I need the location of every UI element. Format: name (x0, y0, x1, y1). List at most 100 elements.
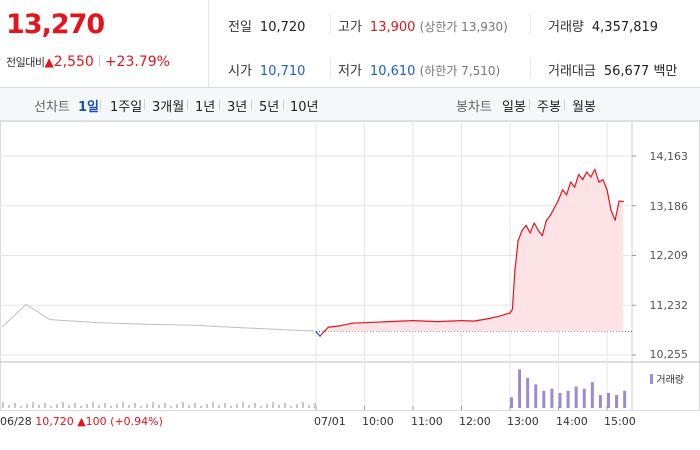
volume-bar (598, 395, 602, 408)
prev-volume-bar (122, 402, 124, 408)
prev-volume-bar (314, 403, 316, 408)
change-amount: 2,550 (53, 54, 94, 70)
price-point (511, 308, 514, 311)
tab-3-years[interactable]: 3년 (227, 100, 248, 115)
price-line-segment (549, 199, 560, 216)
price-line-segment (461, 320, 474, 322)
prev-volume-bar (62, 402, 64, 408)
price-line-segment (388, 320, 414, 323)
prev-change: 100 (85, 415, 107, 428)
prev-volume-bar (266, 404, 268, 408)
price-line-segment (614, 200, 620, 221)
prev-volume-bar (188, 405, 190, 408)
price-line-segment (412, 320, 438, 323)
price-point (557, 199, 560, 201)
change-divider (98, 55, 100, 67)
price-line-segment (545, 214, 551, 221)
stat-value: 10,720 (259, 20, 306, 35)
volume-legend-label: 거래량 (656, 375, 684, 386)
price-line-segment (485, 315, 498, 320)
tab-1-week[interactable]: 1주일 (110, 100, 143, 115)
price-point (574, 186, 576, 188)
intraday-chart: 14,163 13,186 12,209 11,232 10,255 거래량 0… (0, 121, 700, 450)
tab-10-years[interactable]: 10년 (290, 100, 319, 115)
prev-volume-bar (206, 404, 208, 408)
tab-divider (564, 99, 565, 110)
tab-5-years[interactable]: 5년 (259, 100, 280, 115)
y-tick-label: 10,255 (649, 348, 689, 361)
prev-volume-bar (248, 405, 250, 408)
tab-divider (144, 99, 145, 110)
stat-value: 56,677 백만 (603, 64, 678, 79)
tab-divider (187, 99, 188, 110)
stat-open: 시가 10,710 (228, 60, 305, 79)
tab-1-day[interactable]: 1일 (78, 100, 100, 115)
price-point (610, 209, 612, 211)
prev-volume-bar (200, 406, 202, 408)
price-point (412, 320, 414, 322)
prev-volume-bar (242, 402, 244, 408)
line-chart-label: 선차트 (34, 100, 70, 115)
price-point (497, 315, 499, 318)
stat-value: 10,710 (259, 64, 306, 79)
volume-bar (510, 397, 513, 408)
tab-3-months[interactable]: 3개월 (152, 100, 185, 115)
tab-1-year[interactable]: 1년 (195, 100, 216, 115)
price-line-segment (619, 200, 624, 203)
volume-bar (623, 390, 627, 408)
volume-bar (607, 392, 610, 408)
prev-volume-bar (278, 405, 280, 408)
prev-volume-bar (68, 405, 70, 408)
prev-volume-bar (74, 403, 76, 408)
volume-bar (518, 369, 522, 408)
prev-volume-bar (92, 402, 94, 408)
prev-volume-bar (134, 403, 136, 408)
x-tick-label: 07/01 (314, 415, 346, 428)
price-point (351, 322, 353, 324)
price-line-segment (570, 181, 576, 188)
previous-day-info: 06/28 10,720 ▲100 (+0.94%) (0, 415, 163, 428)
tab-monthly-candle[interactable]: 월봉 (572, 100, 596, 115)
prev-volume-bar (164, 403, 166, 408)
volume-bar (615, 395, 619, 408)
divider (530, 14, 531, 34)
stat-label: 고가 (338, 20, 362, 35)
prev-volume-bar (182, 402, 184, 408)
stat-trade-value: 거래대금 56,677 백만 (548, 60, 677, 79)
prev-volume-bar (140, 406, 142, 408)
y-tick-label: 12,209 (649, 249, 689, 262)
tab-divider (219, 99, 220, 110)
price-line-segment (606, 189, 612, 211)
previous-session-line (1, 303, 315, 332)
x-tick-label: 10:00 (362, 415, 394, 428)
stat-label: 거래대금 (548, 64, 596, 79)
up-arrow-icon: ▲ (44, 55, 54, 69)
price-line-segment (566, 181, 572, 196)
prev-volume-bar (128, 405, 130, 408)
tab-divider (100, 99, 101, 110)
prev-volume-bar (284, 403, 286, 408)
tab-divider (251, 99, 252, 110)
price-fill-area (316, 169, 624, 332)
price-point (473, 320, 475, 322)
prev-volume-bar (194, 403, 196, 408)
price-point (533, 222, 535, 224)
x-tick-label: 14:00 (556, 415, 588, 428)
tab-weekly-candle[interactable]: 주봉 (537, 100, 561, 115)
prev-volume-bar (110, 406, 112, 408)
price-line-segment (582, 171, 588, 180)
prev-volume-bar (170, 406, 172, 408)
volume-legend: 거래량 (650, 371, 684, 386)
stat-value: 13,900 (369, 20, 416, 35)
stat-low: 저가 10,610 (하한가 7,510) (338, 60, 500, 79)
tab-daily-candle[interactable]: 일봉 (502, 100, 526, 115)
price-point (545, 219, 547, 221)
price-chart-svg (0, 121, 700, 411)
up-arrow-icon: ▲ (77, 415, 86, 428)
tab-divider (283, 99, 284, 110)
x-tick-label: 15:00 (604, 415, 636, 428)
change-percent: +23.79% (104, 54, 170, 70)
stat-sub: (상한가 13,930) (419, 20, 508, 34)
price-point (327, 326, 329, 328)
price-line-segment (340, 322, 353, 327)
